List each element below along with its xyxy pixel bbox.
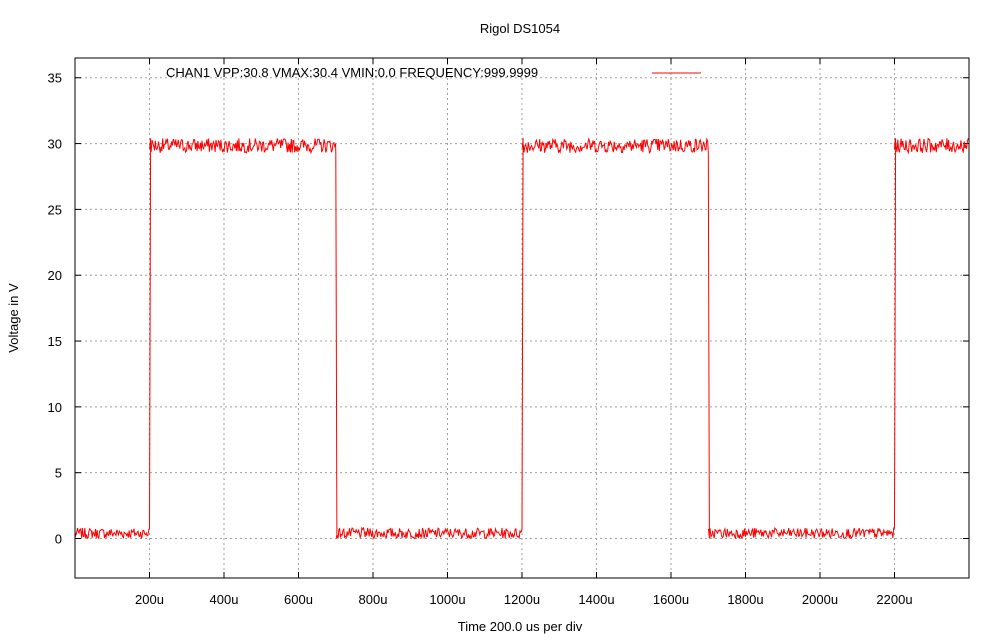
x-tick-label: 2200u — [876, 592, 912, 607]
y-tick-label: 20 — [48, 268, 62, 283]
chan1-trace — [75, 136, 969, 540]
y-tick-label: 30 — [48, 137, 62, 152]
y-axis-ticks: 0 5 10 15 20 25 30 35 — [48, 71, 969, 547]
x-axis-ticks: 200u 400u 600u 800u 1000u 1200u 1400u 1600u 1800… — [135, 58, 913, 607]
y-tick-label: 15 — [48, 334, 62, 349]
legend-label-chan1: CHAN1 VPP:30.8 VMAX:30.4 VMIN:0.0 FREQUE… — [166, 65, 538, 80]
x-tick-label: 200u — [135, 592, 164, 607]
y-tick-label: 5 — [55, 466, 62, 481]
x-tick-label: 1200u — [504, 592, 540, 607]
plot-area — [75, 136, 969, 540]
x-tick-label: 1000u — [429, 592, 465, 607]
x-tick-label: 800u — [359, 592, 388, 607]
y-tick-label: 10 — [48, 400, 62, 415]
x-tick-label: 1400u — [578, 592, 614, 607]
x-axis-label: Time 200.0 us per div — [458, 619, 583, 634]
x-tick-label: 1800u — [727, 592, 763, 607]
x-tick-label: 400u — [210, 592, 239, 607]
y-tick-label: 35 — [48, 71, 62, 86]
y-axis-label: Voltage in V — [6, 283, 21, 353]
chart-title: Rigol DS1054 — [480, 21, 560, 36]
x-tick-label: 2000u — [802, 592, 838, 607]
legend: CHAN1 VPP:30.8 VMAX:30.4 VMIN:0.0 FREQUE… — [166, 65, 701, 80]
x-tick-label: 1600u — [653, 592, 689, 607]
y-tick-label: 25 — [48, 202, 62, 217]
y-tick-label: 0 — [55, 532, 62, 547]
plot-frame — [74, 57, 970, 579]
x-tick-label: 600u — [284, 592, 313, 607]
